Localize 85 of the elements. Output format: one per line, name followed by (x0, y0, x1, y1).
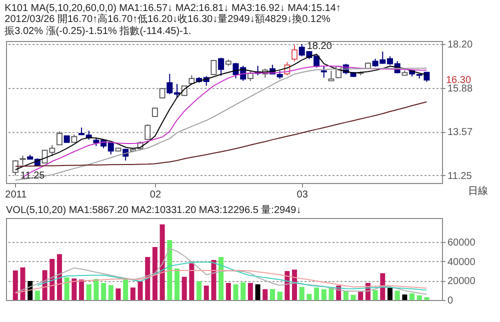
candlestick (12, 160, 18, 176)
annotation: 18.20 (306, 41, 332, 52)
bar (410, 293, 415, 300)
bar (204, 286, 209, 300)
bar (299, 286, 304, 300)
bar (79, 280, 84, 300)
bar (50, 258, 55, 300)
bar (196, 281, 202, 300)
bar (174, 268, 180, 300)
bar (380, 273, 386, 300)
bar (116, 288, 121, 300)
y-tick-label: 0 (448, 296, 454, 306)
bar (152, 247, 158, 300)
chart-subtitle: 2012/03/26 開16.70↑高16.70↑低16.20↓收16.30↓量2949↓額4829↓換0.12% 振3.02% 漲(-0.25)-1.51% 指數(-114.45)-1. (4, 13, 331, 38)
y-tick-label: 20000 (448, 276, 476, 288)
bar (248, 282, 253, 300)
candlestick (144, 124, 151, 140)
bar (358, 292, 364, 300)
bar (292, 270, 298, 300)
text: 16.30 (446, 74, 472, 86)
bar (64, 277, 70, 300)
bar (108, 285, 114, 300)
candlestick (320, 66, 327, 78)
bar (314, 288, 320, 300)
line-series (14, 270, 428, 294)
bar (240, 282, 246, 300)
bar (12, 270, 18, 300)
candlestick (328, 70, 334, 82)
bar (226, 282, 231, 300)
candlestick (218, 57, 224, 76)
bar (101, 282, 106, 300)
chart-title: K101 MA(5,10,20,60,0,0) MA1:16.57↓ MA2:16.81↓ MA3:16.92↓ MA4:15.14↑ (4, 3, 341, 14)
bar (321, 289, 326, 300)
bar (182, 276, 187, 300)
candlestick (56, 130, 62, 146)
bar (160, 224, 165, 300)
bar (189, 263, 194, 300)
bar (86, 284, 92, 300)
y-tick-label: 60000 (448, 238, 476, 249)
bar (306, 294, 312, 300)
bar (270, 289, 275, 300)
candlestick (152, 107, 158, 118)
bar (394, 290, 400, 300)
bar (424, 297, 430, 300)
candlestick (159, 88, 166, 99)
bar (277, 292, 282, 300)
bar (138, 281, 143, 300)
bar (402, 294, 408, 300)
bar (255, 284, 260, 300)
bar (416, 295, 422, 300)
x-tick-label: 03 (296, 190, 308, 200)
bar (123, 278, 128, 300)
annotation: 11.25 (20, 170, 46, 182)
x-tick-label: 2011 (5, 190, 28, 200)
y-tick-label: 40000 (448, 256, 476, 268)
bar (56, 254, 62, 300)
bar (167, 240, 172, 300)
bar (34, 290, 40, 300)
bar (145, 256, 150, 300)
bar (130, 288, 136, 300)
candlestick (247, 70, 254, 82)
y-tick-label: 11.25 (448, 170, 472, 182)
bar (72, 278, 77, 300)
candlestick (292, 44, 298, 62)
bar (372, 290, 378, 300)
bar (262, 289, 268, 300)
y-tick-label: 15.88 (448, 83, 473, 94)
bar (218, 256, 224, 300)
bar (328, 288, 334, 300)
x-tick-label: 02 (150, 190, 162, 200)
bar (211, 260, 216, 300)
text: 日線 (468, 186, 488, 197)
candlestick (20, 155, 26, 166)
line-series (14, 248, 428, 295)
candlestick (210, 60, 217, 76)
bar (94, 278, 99, 300)
bar (343, 291, 348, 300)
bar (233, 284, 238, 300)
bar (20, 267, 26, 300)
y-tick-label: 13.57 (448, 127, 473, 138)
bar (350, 294, 356, 300)
bar (387, 288, 392, 300)
y-tick-label: 18.20 (448, 40, 473, 51)
line-series (36, 262, 428, 291)
chart-title: VOL(5,10,20) MA1:5867.20 MA2:10331.20 MA3:12296.5 量:2949↓ (6, 205, 302, 216)
